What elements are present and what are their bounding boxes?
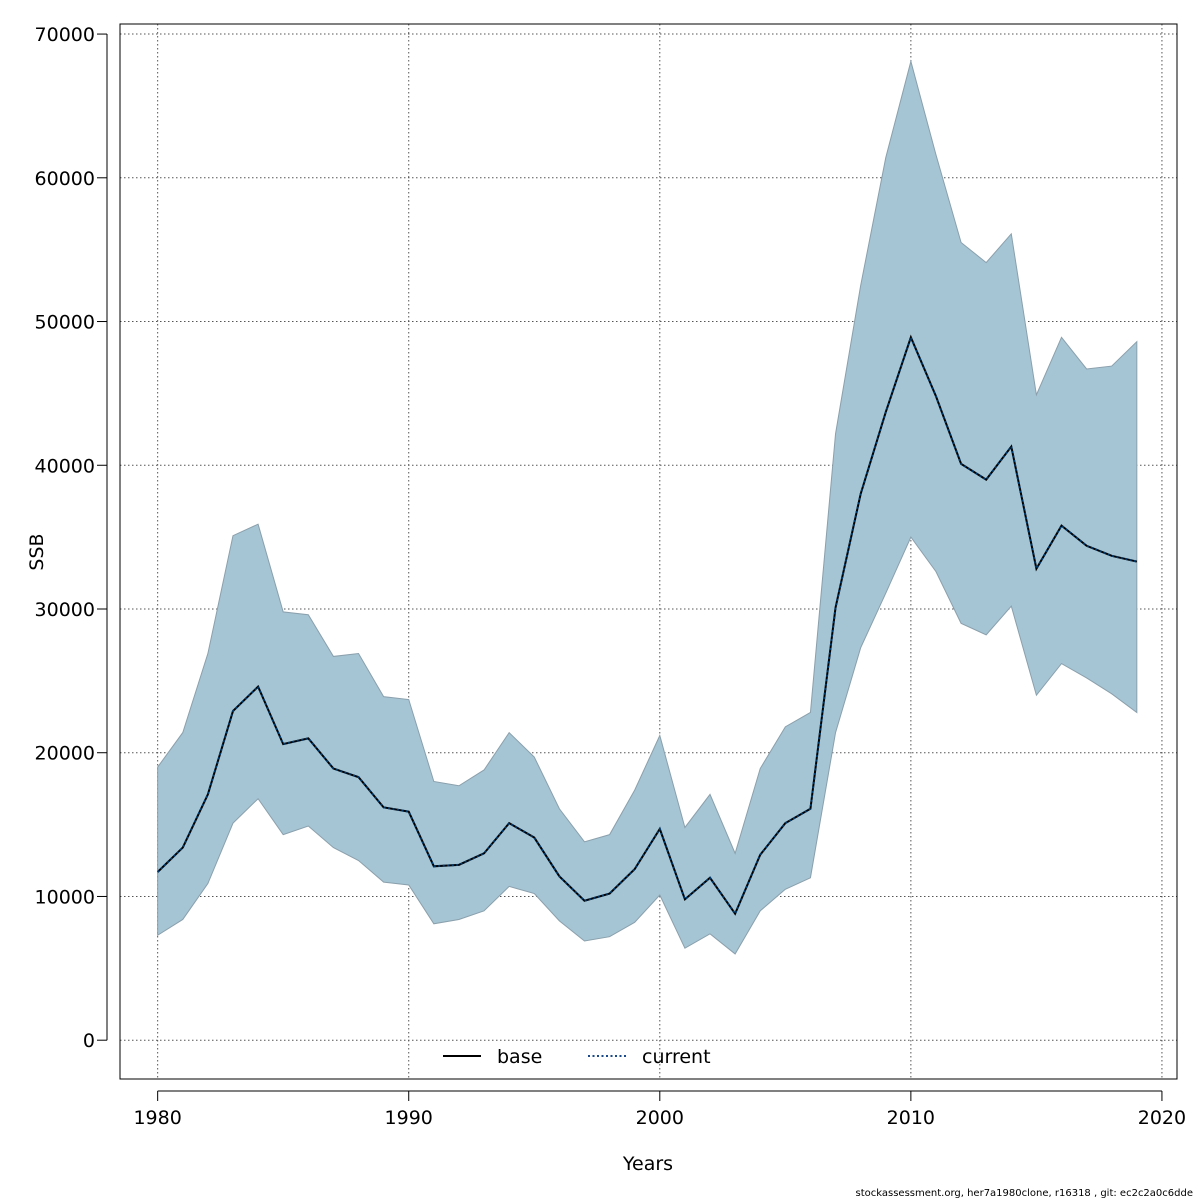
y-tick-label: 60000	[35, 168, 95, 190]
x-tick-label: 1980	[133, 1107, 181, 1129]
y-tick-label: 10000	[35, 886, 95, 908]
footer-credit: stockassessment.org, her7a1980clone, r16…	[856, 1188, 1193, 1199]
x-tick-label: 2010	[887, 1107, 935, 1129]
x-tick-label: 2000	[636, 1107, 684, 1129]
confidence-band	[157, 59, 1138, 955]
y-tick-label: 50000	[35, 312, 95, 334]
x-axis: 1980 1990 2000 2010 2020	[133, 1090, 1186, 1129]
plot-frame	[119, 23, 1178, 1080]
y-tick-label: 70000	[35, 24, 95, 46]
x-tick-label: 2020	[1138, 1107, 1186, 1129]
series-line-current	[156, 334, 1138, 916]
y-tick-label: 0	[83, 1030, 95, 1052]
legend-label-current: current	[642, 1046, 711, 1068]
y-tick-label: 20000	[35, 743, 95, 765]
y-tick-label: 30000	[35, 599, 95, 621]
y-axis: 0 10000 20000 30000 40000 50000 60000 70000	[35, 24, 108, 1052]
x-tick-label: 1990	[385, 1107, 433, 1129]
legend-label-base: base	[497, 1046, 542, 1068]
x-axis-title: Years	[622, 1153, 673, 1175]
y-axis-title: SSB	[26, 533, 48, 570]
y-tick-label: 40000	[35, 455, 95, 477]
legend: base current	[443, 1046, 711, 1068]
